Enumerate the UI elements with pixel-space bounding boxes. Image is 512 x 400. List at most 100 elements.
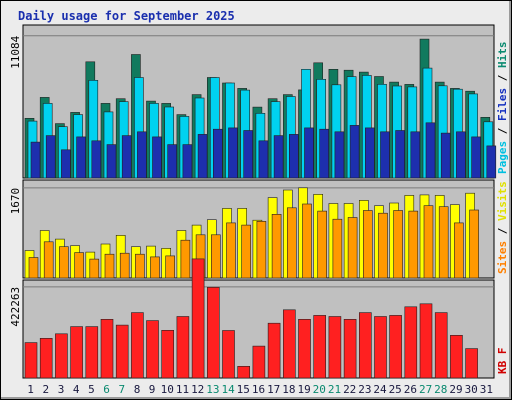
visits-bar-sites-day-20 bbox=[317, 210, 328, 279]
hits-bar-pages-day-10 bbox=[167, 144, 177, 179]
x-tick-label-26: 26 bbox=[404, 383, 417, 396]
visits-bar-sites-day-14 bbox=[226, 222, 236, 279]
hits-bar-pages-day-13 bbox=[213, 128, 223, 179]
visits-bar-sites-day-16 bbox=[256, 221, 267, 279]
visits-bar-sites-day-4 bbox=[74, 252, 84, 279]
kb-bar-kb-f-day-9 bbox=[146, 320, 159, 379]
visits-bar-sites-day-6 bbox=[104, 253, 115, 279]
hits-bar-pages-day-18 bbox=[288, 134, 299, 179]
hits-bar-pages-day-6 bbox=[106, 144, 117, 179]
visits-bar-sites-day-15 bbox=[241, 224, 251, 279]
hits-bar-pages-day-11 bbox=[182, 144, 193, 179]
kb-bar-kb-f-day-23 bbox=[358, 312, 372, 379]
visits-bar-sites-day-23 bbox=[362, 210, 373, 279]
x-tick-label-9: 9 bbox=[149, 383, 156, 396]
kb-bar-kb-f-day-7 bbox=[115, 324, 129, 379]
hits-bar-pages-day-4 bbox=[76, 136, 86, 179]
x-tick-label-18: 18 bbox=[282, 383, 295, 396]
kb-bar-kb-f-day-25 bbox=[389, 315, 402, 379]
x-tick-label-28: 28 bbox=[434, 383, 447, 396]
visits-bar-sites-day-24 bbox=[378, 212, 388, 279]
kb-bar-kb-f-day-15 bbox=[237, 365, 250, 379]
kb-bar-kb-f-day-12 bbox=[191, 258, 205, 379]
x-tick-label-27: 27 bbox=[419, 383, 432, 396]
kb-bar-kb-f-day-14 bbox=[222, 330, 235, 379]
visits-series-legend: Sites / Visits bbox=[496, 181, 509, 274]
x-tick-label-7: 7 bbox=[118, 383, 125, 396]
hits-series-legend: Pages / Files / Hits bbox=[496, 42, 509, 175]
kb-bar-kb-f-day-24 bbox=[374, 316, 387, 379]
visits-bar-sites-day-8 bbox=[135, 253, 145, 279]
x-tick-label-17: 17 bbox=[267, 383, 280, 396]
x-tick-label-24: 24 bbox=[373, 383, 387, 396]
kb-bar-kb-f-day-17 bbox=[267, 322, 281, 379]
visits-bar-sites-day-7 bbox=[119, 252, 130, 279]
hits-legend-part-3: / bbox=[496, 68, 509, 88]
x-tick-label-3: 3 bbox=[58, 383, 65, 396]
visits-bar-sites-day-9 bbox=[150, 256, 160, 279]
kb-bar-kb-f-day-20 bbox=[313, 315, 327, 379]
hits-bar-pages-day-9 bbox=[152, 136, 162, 179]
visits-bar-sites-day-13 bbox=[211, 234, 221, 279]
kb-bar-kb-f-day-4 bbox=[70, 326, 83, 379]
kb-bar-kb-f-day-19 bbox=[298, 318, 311, 379]
hits-bar-pages-day-23 bbox=[364, 127, 375, 179]
x-tick-label-25: 25 bbox=[389, 383, 402, 396]
x-tick-label-4: 4 bbox=[73, 383, 80, 396]
kb-bar-kb-f-day-21 bbox=[328, 316, 342, 379]
visits-bar-sites-day-1 bbox=[28, 257, 39, 279]
hits-bar-pages-day-25 bbox=[395, 130, 405, 179]
kb-bar-kb-f-day-29 bbox=[450, 334, 463, 379]
x-tick-label-30: 30 bbox=[465, 383, 478, 396]
hits-max-label: 11084 bbox=[9, 35, 22, 68]
visits-legend-part-2: Visits bbox=[496, 181, 509, 221]
x-tick-label-11: 11 bbox=[176, 383, 189, 396]
hits-legend-part-1: / bbox=[496, 121, 509, 141]
hits-bar-pages-day-24 bbox=[380, 131, 390, 179]
x-tick-label-10: 10 bbox=[161, 383, 174, 396]
kb-bar-kb-f-day-18 bbox=[282, 309, 296, 379]
visits-legend-part-0: Sites bbox=[496, 241, 509, 274]
chart-title: Daily usage for September 2025 bbox=[18, 9, 235, 23]
kb-bar-kb-f-day-10 bbox=[161, 329, 174, 379]
x-tick-label-15: 15 bbox=[237, 383, 250, 396]
visits-bar-sites-day-19 bbox=[302, 203, 312, 279]
hits-bar-pages-day-15 bbox=[243, 130, 253, 179]
x-tick-label-1: 1 bbox=[27, 383, 34, 396]
x-tick-label-14: 14 bbox=[221, 383, 235, 396]
hits-bar-pages-day-30 bbox=[471, 136, 481, 179]
visits-bar-sites-day-3 bbox=[59, 246, 69, 279]
hits-legend-part-4: Hits bbox=[496, 42, 509, 69]
hits-bar-pages-day-29 bbox=[456, 131, 466, 179]
hits-bar-pages-day-21 bbox=[334, 131, 345, 179]
visits-bar-sites-day-10 bbox=[165, 255, 175, 279]
hits-bar-pages-day-27 bbox=[425, 122, 436, 179]
visits-bar-sites-day-25 bbox=[393, 210, 403, 279]
x-tick-label-5: 5 bbox=[88, 383, 95, 396]
visits-bar-sites-day-29 bbox=[454, 222, 464, 279]
hits-bar-pages-day-1 bbox=[30, 141, 41, 179]
visits-bar-sites-day-30 bbox=[469, 209, 479, 279]
hits-bar-pages-day-20 bbox=[319, 128, 330, 179]
hits-bar-pages-day-22 bbox=[349, 125, 360, 179]
hits-bar-pages-day-12 bbox=[197, 134, 208, 179]
visits-bar-sites-day-17 bbox=[271, 214, 282, 279]
kb-bar-kb-f-day-11 bbox=[176, 316, 190, 379]
hits-legend-part-0: Pages bbox=[496, 141, 509, 174]
hits-bar-pages-day-8 bbox=[137, 131, 147, 179]
x-tick-label-8: 8 bbox=[134, 383, 141, 396]
kb-bar-kb-f-day-26 bbox=[404, 306, 418, 379]
kb-bar-kb-f-day-13 bbox=[207, 286, 220, 379]
x-tick-label-19: 19 bbox=[297, 383, 310, 396]
visits-bar-sites-day-26 bbox=[408, 210, 419, 279]
visits-max-label: 1670 bbox=[9, 188, 22, 215]
x-tick-label-6: 6 bbox=[103, 383, 110, 396]
visits-bar-sites-day-5 bbox=[89, 258, 100, 279]
kb-bar-kb-f-day-5 bbox=[85, 326, 99, 379]
visits-bar-sites-day-2 bbox=[43, 241, 54, 279]
x-tick-label-29: 29 bbox=[449, 383, 462, 396]
kb-bar-kb-f-day-6 bbox=[100, 318, 114, 379]
kb-bar-kb-f-day-3 bbox=[55, 333, 68, 379]
hits-bar-pages-day-17 bbox=[273, 135, 284, 179]
kb-bar-kb-f-day-27 bbox=[419, 303, 433, 379]
